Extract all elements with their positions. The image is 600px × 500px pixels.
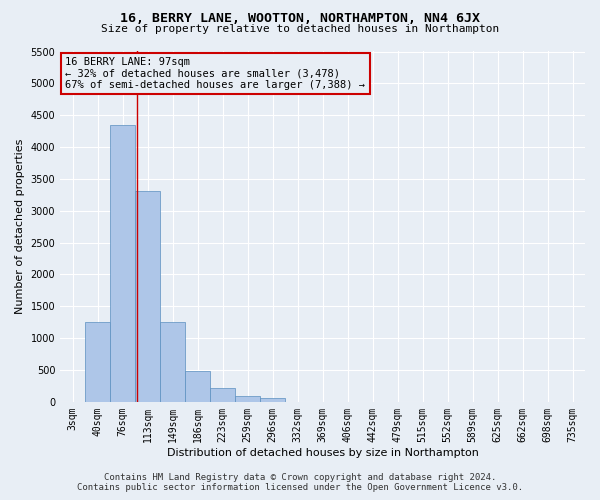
Bar	[160, 322, 185, 402]
Text: 16 BERRY LANE: 97sqm
← 32% of detached houses are smaller (3,478)
67% of semi-de: 16 BERRY LANE: 97sqm ← 32% of detached h…	[65, 57, 365, 90]
Text: Size of property relative to detached houses in Northampton: Size of property relative to detached ho…	[101, 24, 499, 34]
Bar	[110, 125, 135, 402]
Bar	[210, 388, 235, 402]
Y-axis label: Number of detached properties: Number of detached properties	[15, 139, 25, 314]
Text: 16, BERRY LANE, WOOTTON, NORTHAMPTON, NN4 6JX: 16, BERRY LANE, WOOTTON, NORTHAMPTON, NN…	[120, 12, 480, 26]
Bar	[260, 398, 285, 402]
Bar	[185, 372, 210, 402]
Bar	[135, 191, 160, 402]
X-axis label: Distribution of detached houses by size in Northampton: Distribution of detached houses by size …	[167, 448, 479, 458]
Bar	[85, 322, 110, 402]
Text: Contains HM Land Registry data © Crown copyright and database right 2024.
Contai: Contains HM Land Registry data © Crown c…	[77, 473, 523, 492]
Bar	[235, 396, 260, 402]
